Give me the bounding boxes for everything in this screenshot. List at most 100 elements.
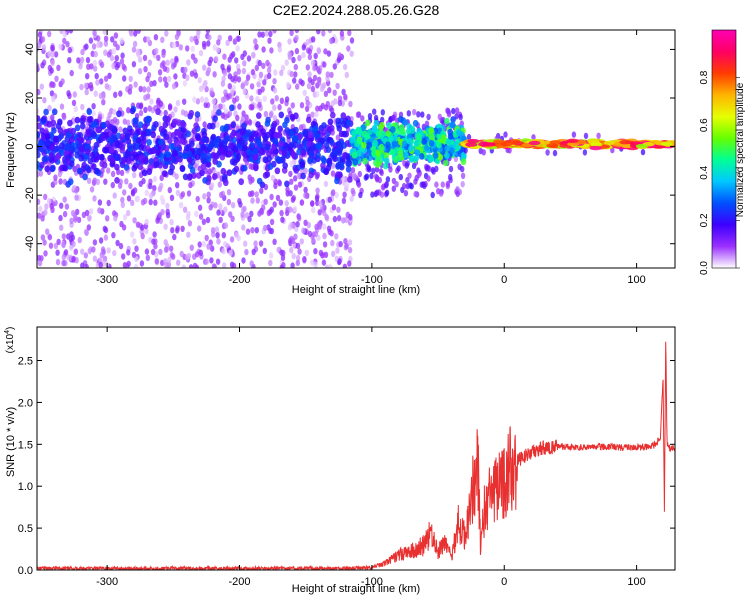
spectrogram-cell [92, 239, 98, 246]
spectrogram-cell [93, 141, 100, 149]
spectrogram-cell [122, 214, 128, 221]
spectrogram-cell [44, 203, 49, 210]
spectrogram-cell [450, 116, 456, 123]
spectrogram-cell [596, 132, 601, 139]
spectrogram-cell [444, 152, 451, 160]
spectrogram-cell [134, 245, 139, 252]
spectrogram-cell [258, 149, 264, 156]
spectrogram-cell [205, 155, 212, 163]
spectrogram-cell [269, 227, 275, 235]
spectrogram-cell [321, 30, 326, 37]
snr-x-label: Height of straight line (km) [292, 583, 420, 595]
spectrogram-cell [228, 249, 233, 257]
spectrogram-cell [50, 44, 55, 52]
spectrogram-cell [205, 216, 211, 224]
spectrogram-cell [204, 234, 209, 242]
spectrogram-cell [266, 67, 272, 74]
spectrogram-cell [109, 157, 115, 164]
spectrogram-cell [213, 202, 218, 209]
spectrogram-cell [62, 196, 67, 203]
spectrogram-cell [297, 248, 302, 255]
spectrogram-cell [37, 212, 42, 219]
spectrogram-cell [240, 211, 245, 218]
spectrogram-cell [197, 204, 203, 211]
spectrogram-cell [265, 59, 270, 67]
spectrogram-cell [126, 142, 133, 150]
spectrogram-cell [364, 133, 371, 140]
spectrogram-cell [331, 204, 337, 211]
spectrogram-cell [223, 89, 228, 96]
spectrogram-cell [313, 52, 318, 60]
spectrogram-cell [436, 132, 442, 140]
spectrogram-cell [458, 113, 463, 121]
spectrogram-cell [118, 242, 124, 250]
spectrogram-cell [257, 76, 263, 84]
spectrogram-cell [222, 173, 228, 181]
spectrogram-cell [242, 164, 248, 172]
spectrogram-cell [321, 259, 327, 266]
spectrogram-cell [264, 171, 271, 178]
spectrogram-cell [180, 121, 187, 129]
spectrogram-cell [337, 99, 343, 107]
spectrogram-cell [430, 191, 435, 199]
spectrogram-cell [300, 150, 307, 157]
spectrogram-cell [118, 90, 123, 97]
spectrogram-cell [54, 75, 59, 83]
spectrogram-cell [349, 136, 355, 144]
spectrogram-cell [137, 121, 144, 129]
spectrogram-cell [398, 173, 403, 181]
spectrogram-cell [138, 109, 144, 117]
spectrogram-cell [137, 56, 143, 63]
spectrogram-cell [290, 262, 295, 268]
spectrogram-cell [49, 81, 54, 88]
spectrogram-cell [330, 239, 335, 247]
spectrogram-cell [352, 151, 358, 159]
spectrogram-cell [253, 130, 259, 138]
spectrogram-cell [45, 139, 51, 147]
spectrogram-cell [239, 139, 245, 147]
spectrogram-cell [140, 130, 147, 138]
spectrogram-cell [384, 189, 390, 196]
spectrogram-cell [153, 34, 159, 41]
spectrogram-cell [50, 114, 55, 121]
spectrogram-cell [112, 126, 118, 134]
spectrogram-cell [212, 173, 218, 180]
spectrogram-cell [132, 187, 138, 194]
spectrogram-cell [394, 181, 399, 188]
spectrogram-cell [206, 122, 213, 130]
spectrogram-cell [390, 126, 396, 133]
spectrogram-cell [161, 51, 166, 58]
spectrogram-cell [307, 230, 313, 238]
spectrogram-cell [42, 239, 47, 246]
spectrogram-cell [158, 125, 165, 133]
spectrogram-cell [351, 130, 357, 137]
spectrogram-cell [273, 69, 278, 76]
spectrogram-cell [126, 195, 132, 202]
spectrogram-cell [85, 56, 91, 64]
spectrogram-cell [162, 121, 169, 129]
spectrogram-cell [133, 263, 139, 268]
spectrogram-cell [185, 45, 190, 52]
spectrogram-cell [508, 139, 521, 144]
spectrogram-cell [322, 209, 327, 217]
spectrogram-cell [134, 255, 139, 263]
spectrogram-cell [111, 232, 116, 239]
spectrogram-cell [144, 189, 149, 196]
spectrogram-cell [171, 83, 177, 90]
spectrogram-cell [295, 254, 301, 262]
spectrogram-cell [349, 37, 355, 44]
spectrogram-cell [299, 199, 305, 206]
spectrogram-cell [323, 180, 329, 188]
spectrogram-cell [124, 132, 131, 140]
spectrogram-cell [101, 121, 107, 129]
spectrogram-cell [312, 65, 317, 72]
spectrogram-cell [343, 93, 348, 101]
spectrogram-cell [367, 113, 373, 120]
spectrogram-cell [341, 217, 346, 224]
spectrogram-cell [101, 99, 106, 106]
spectrogram-cell [445, 180, 450, 188]
spectrogram-cell [152, 175, 158, 183]
spectrogram-cell [263, 110, 269, 118]
spectrogram-cell [301, 227, 306, 234]
spectrogram-cell [280, 254, 286, 261]
